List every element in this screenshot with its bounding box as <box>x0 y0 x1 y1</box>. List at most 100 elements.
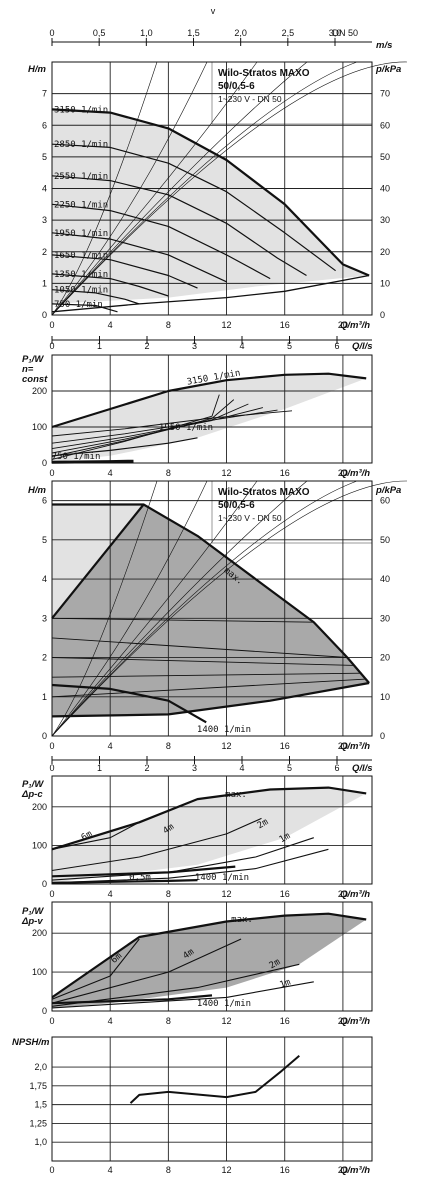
p1-axis-label: P₁/W <box>22 354 44 365</box>
speed-label: 1350 1/min <box>54 270 108 280</box>
speed-label-750: 750 1/min <box>52 452 101 462</box>
dpc-line <box>51 637 348 658</box>
head-label-05m: 0,5m <box>129 873 151 883</box>
dpc-line <box>51 672 362 678</box>
power-curve-0 <box>51 912 367 999</box>
speed-label: 1050 1/min <box>54 286 108 296</box>
power-curve-1 <box>51 938 140 1000</box>
h-axis-tick: 4 <box>42 574 47 584</box>
q-axis-tick: 0 <box>49 1016 54 1026</box>
qls-tick-label: 4 <box>239 763 244 773</box>
q-axis-tick: 0 <box>49 468 54 478</box>
p-axis-tick: 20 <box>380 653 390 663</box>
q-axis-tick: 8 <box>166 468 171 478</box>
system-curve <box>51 480 358 737</box>
dpv-area <box>52 913 367 1008</box>
power-curve-0 <box>51 372 367 429</box>
p-axis-tick: 40 <box>380 184 390 194</box>
qls-tick-label: 2 <box>144 763 149 773</box>
speed-label-1400: 1400 1/min <box>195 873 249 883</box>
p1-axis-tick: 100 <box>32 422 47 432</box>
dpc-line <box>51 657 355 666</box>
velocity-tick-label: 0 <box>49 28 54 38</box>
p1-axis-label: P₁/W <box>22 906 44 917</box>
dpc-lower-edge <box>51 681 370 718</box>
power-area <box>52 787 367 883</box>
q-axis-tick: 20 <box>338 468 348 478</box>
speed-label: 1950 1/min <box>54 229 108 239</box>
chart-h-dpc-frame <box>51 480 373 737</box>
q-axis-tick: 4 <box>108 468 113 478</box>
h-axis-tick: 0 <box>42 310 47 320</box>
npsh-axis-label: NPSH/m <box>12 1037 50 1048</box>
h-axis-tick: 6 <box>42 120 47 130</box>
h-axis-tick: 7 <box>42 89 47 99</box>
p-axis-tick: 20 <box>380 247 390 257</box>
power-curve-0 <box>51 786 367 851</box>
h-axis-tick: 0 <box>42 731 47 741</box>
qls-tick-label: 5 <box>287 763 292 773</box>
p1-axis-tick: 200 <box>32 802 47 812</box>
power-curve-3 <box>51 837 314 881</box>
title-line3: 1~230 V - DN 50 <box>218 94 282 104</box>
velocity-tick-label: 1,0 <box>140 28 153 38</box>
head-label-2m: 2m <box>268 957 282 971</box>
qls-tick-label: 3 <box>192 763 197 773</box>
q-axis-tick: 20 <box>338 741 348 751</box>
p-axis-tick: 10 <box>380 692 390 702</box>
dpc-line <box>51 617 314 623</box>
system-curve <box>51 61 158 316</box>
q-axis-tick: 20 <box>338 320 348 330</box>
head-label-1m: 1m <box>279 978 293 991</box>
q-axis-label: Q/m³/h <box>340 468 370 479</box>
qls-tick-label: 4 <box>239 341 244 351</box>
q-axis-label: Q/m³/h <box>340 1016 370 1027</box>
qls-tick-label: 6 <box>334 763 339 773</box>
speed-curve <box>51 108 370 277</box>
power-curve-2 <box>51 817 262 872</box>
npsh-axis-tick: 1,75 <box>29 1081 47 1091</box>
npsh-curve <box>129 1055 300 1104</box>
operating-area <box>52 109 370 304</box>
chart-npsh-frame <box>51 1036 373 1162</box>
speed-curve <box>51 289 140 305</box>
p1-axis-tick: 0 <box>42 879 47 889</box>
speed-label: 3150 1/min <box>54 105 108 115</box>
speed-curve <box>51 232 227 283</box>
qls-axis-label: Q/l/s <box>352 763 373 774</box>
p-axis-tick: 10 <box>380 278 390 288</box>
chart-p-nconst-frame <box>51 354 373 464</box>
speed-label: 2850 1/min <box>54 140 108 150</box>
p-axis-label: p/kPa <box>375 485 401 496</box>
q-axis-tick: 12 <box>222 1016 232 1026</box>
velocity-tick-label: 2,5 <box>282 28 295 38</box>
chart-p-dpv-frame <box>51 901 373 1012</box>
min-curve <box>51 274 370 313</box>
head-label-1m: 1m <box>278 831 292 845</box>
max-label: max. <box>225 790 247 800</box>
power-curve <box>51 399 235 457</box>
q-axis-tick: 12 <box>222 1165 232 1175</box>
p1-axis-n: n= <box>22 364 34 375</box>
h-axis-tick: 5 <box>42 535 47 545</box>
q-axis-tick: 16 <box>280 468 290 478</box>
p-axis-tick: 30 <box>380 613 390 623</box>
q-axis-tick: 12 <box>222 320 232 330</box>
npsh-axis-tick: 1,0 <box>34 1137 47 1147</box>
h-axis-label: H/m <box>28 485 47 496</box>
h-axis-tick: 5 <box>42 152 47 162</box>
p-axis-tick: 60 <box>380 496 390 506</box>
p-axis-tick: 60 <box>380 120 390 130</box>
speed-curve <box>51 303 118 313</box>
q-axis-label: Q/m³/h <box>340 889 370 900</box>
q-axis-tick: 4 <box>108 741 113 751</box>
velocity-tick-label: 3,0 <box>329 28 342 38</box>
velocity-tick-label: 2,0 <box>234 28 247 38</box>
system-curve <box>51 61 358 316</box>
q-axis-tick: 8 <box>166 320 171 330</box>
q-axis-tick: 16 <box>280 320 290 330</box>
h-axis-tick: 2 <box>42 247 47 257</box>
p-axis-tick: 50 <box>380 152 390 162</box>
q-axis-tick: 4 <box>108 320 113 330</box>
